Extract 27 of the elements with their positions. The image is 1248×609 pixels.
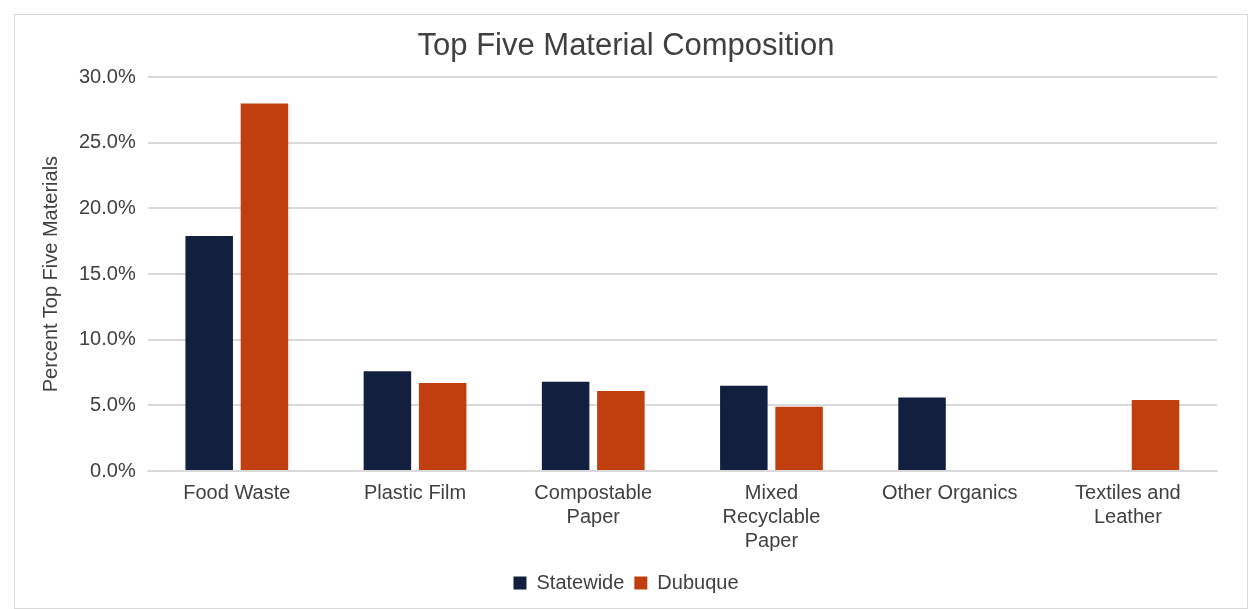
x-tick-label: Mixed Recyclable Paper bbox=[722, 480, 821, 551]
y-tick-label: 10.0% bbox=[78, 327, 136, 350]
bar bbox=[185, 236, 233, 470]
bar bbox=[898, 397, 946, 470]
bar bbox=[597, 390, 645, 470]
bar bbox=[363, 371, 412, 470]
y-tick-label: 15.0% bbox=[78, 261, 136, 284]
legend-label: Statewide bbox=[536, 570, 625, 593]
bar bbox=[720, 385, 768, 470]
x-tick-label: Food Waste bbox=[183, 480, 291, 503]
legend-label: Dubuque bbox=[657, 570, 739, 593]
chart-title: Top Five Material Composition bbox=[417, 27, 835, 63]
y-tick-label: 25.0% bbox=[78, 130, 136, 153]
x-tick-label: Plastic Film bbox=[363, 480, 467, 503]
x-tick-label: Other Organics bbox=[881, 480, 1018, 503]
y-axis-title: Percent Top Five Materials bbox=[38, 155, 61, 393]
y-tick-label: 5.0% bbox=[90, 392, 136, 415]
bar bbox=[775, 406, 823, 470]
y-tick-label: 0.0% bbox=[90, 458, 136, 481]
bar bbox=[240, 103, 289, 470]
bar bbox=[541, 381, 590, 470]
y-tick-label: 30.0% bbox=[78, 64, 136, 87]
y-tick-label: 20.0% bbox=[78, 195, 136, 218]
x-tick-label: Textiles and Leather bbox=[1075, 480, 1181, 527]
bar bbox=[1131, 400, 1180, 470]
x-tick-label: Compostable Paper bbox=[534, 480, 653, 527]
bar bbox=[418, 383, 467, 470]
